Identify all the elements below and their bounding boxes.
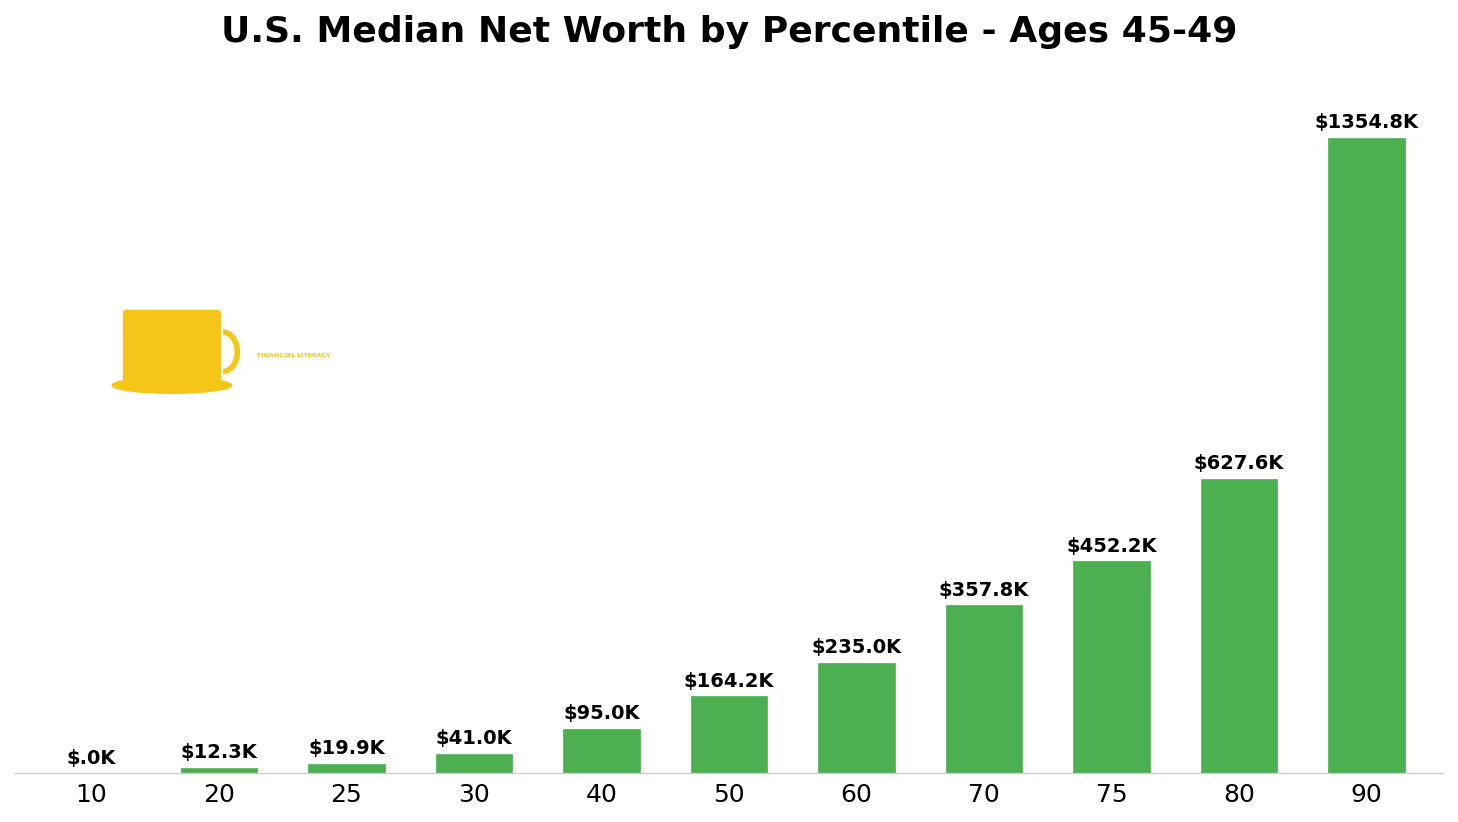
Bar bbox=[1201, 479, 1277, 774]
Text: FINALLY: FINALLY bbox=[257, 261, 325, 276]
Text: LEARN: LEARN bbox=[257, 301, 313, 316]
Bar bbox=[181, 768, 257, 774]
Bar bbox=[436, 754, 512, 774]
Bar bbox=[563, 729, 640, 774]
Bar bbox=[1328, 138, 1404, 774]
Text: $1354.8K: $1354.8K bbox=[1315, 113, 1419, 132]
Ellipse shape bbox=[112, 377, 232, 393]
Text: $164.2K: $164.2K bbox=[684, 672, 774, 690]
Bar bbox=[308, 764, 385, 774]
Text: $12.3K: $12.3K bbox=[181, 743, 258, 762]
Text: $235.0K: $235.0K bbox=[812, 639, 901, 658]
Bar bbox=[1073, 561, 1150, 774]
Text: $19.9K: $19.9K bbox=[308, 739, 385, 759]
Text: $452.2K: $452.2K bbox=[1066, 537, 1156, 556]
Text: $95.0K: $95.0K bbox=[563, 704, 640, 723]
Bar bbox=[818, 663, 895, 774]
Text: $627.6K: $627.6K bbox=[1194, 455, 1284, 473]
Text: $.0K: $.0K bbox=[67, 749, 117, 768]
Bar bbox=[691, 696, 767, 774]
Text: $41.0K: $41.0K bbox=[436, 729, 512, 748]
FancyBboxPatch shape bbox=[124, 311, 220, 390]
Text: $357.8K: $357.8K bbox=[939, 581, 1029, 600]
Bar bbox=[946, 606, 1022, 774]
Text: FINANCIAL LITERACY: FINANCIAL LITERACY bbox=[257, 353, 331, 358]
Title: U.S. Median Net Worth by Percentile - Ages 45-49: U.S. Median Net Worth by Percentile - Ag… bbox=[220, 15, 1238, 49]
